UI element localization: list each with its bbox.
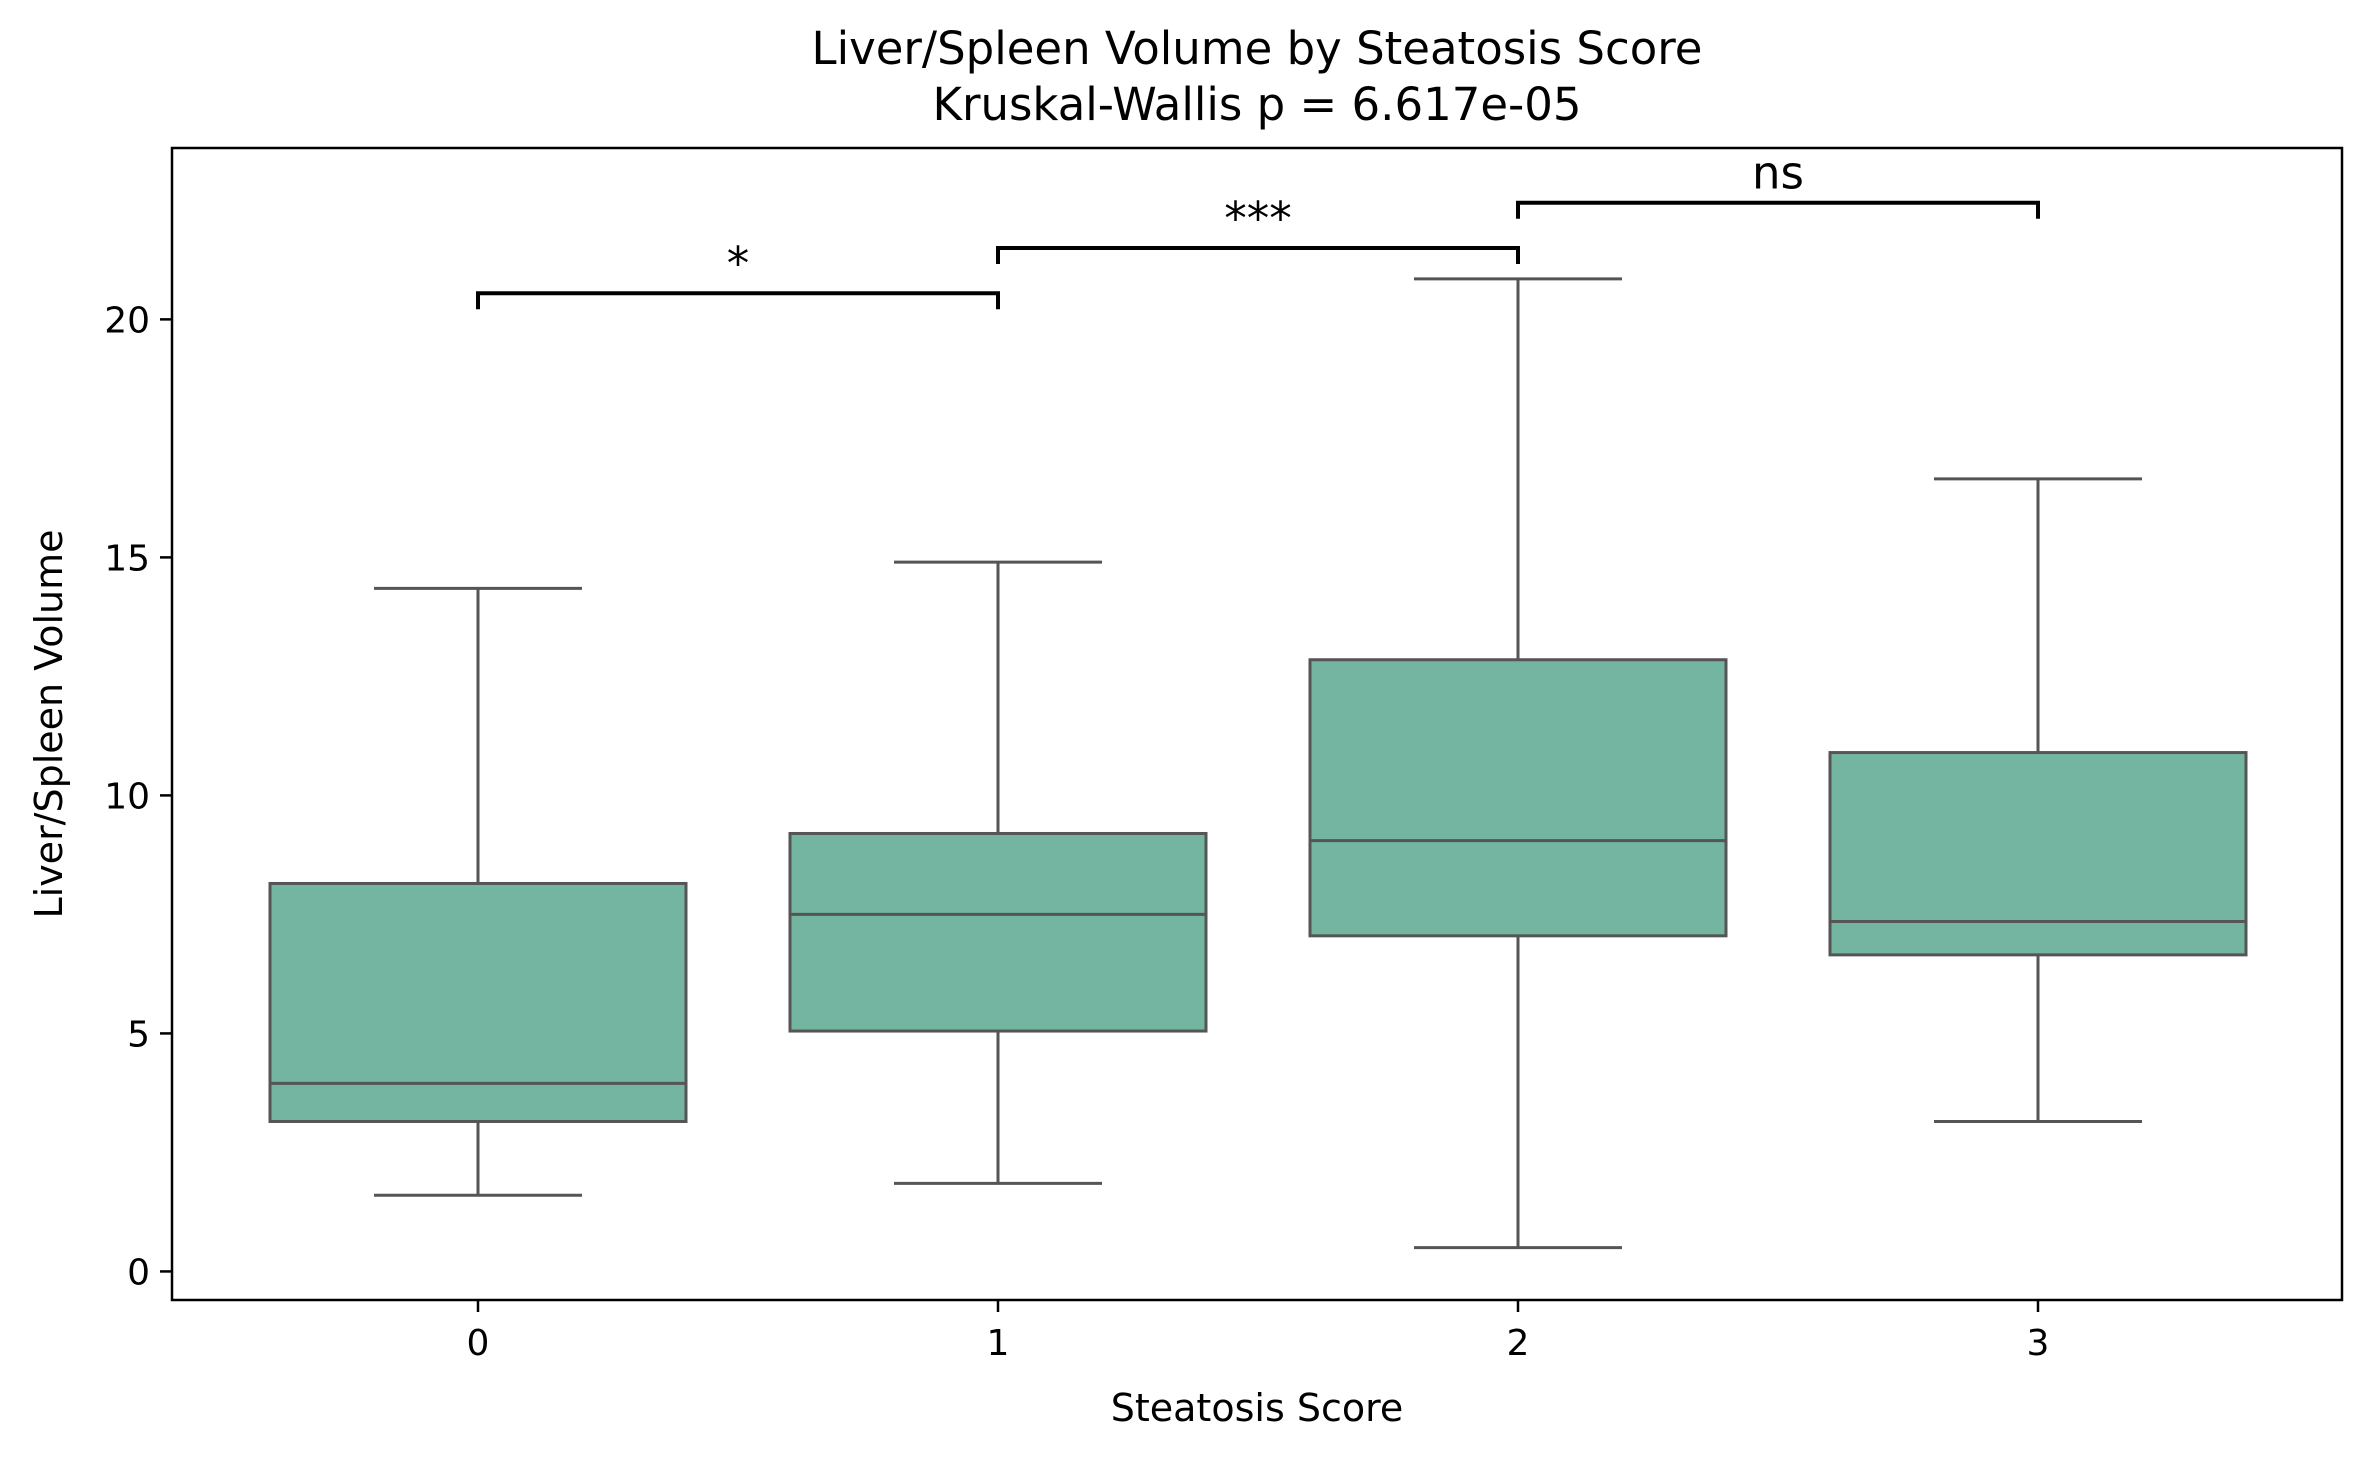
- significance-label: ***: [1224, 192, 1292, 245]
- significance-bracket: [996, 245, 1520, 264]
- box-0: [268, 881, 688, 1123]
- x-tick-label: 0: [467, 1323, 490, 1364]
- x-axis-label: Steatosis Score: [1111, 1386, 1404, 1430]
- y-tick-label: 10: [104, 776, 150, 817]
- significance-bracket: [1516, 200, 2040, 219]
- box-2: [1308, 658, 1728, 938]
- y-tick-label: 15: [104, 538, 150, 579]
- box-3: [1828, 751, 2248, 957]
- significance-bracket: [476, 291, 1000, 310]
- plot-frame: [170, 146, 2344, 1302]
- y-tick-label: 20: [104, 300, 150, 341]
- x-tick-label: 1: [987, 1323, 1010, 1364]
- x-tick-label: 3: [2027, 1323, 2050, 1364]
- x-tick-label: 2: [1507, 1323, 1530, 1364]
- y-tick-label: 5: [127, 1014, 150, 1055]
- box-1: [788, 831, 1208, 1033]
- chart-title: Liver/Spleen Volume by Steatosis Score: [812, 22, 1703, 75]
- chart-subtitle: Kruskal-Wallis p = 6.617e-05: [932, 78, 1581, 131]
- y-tick-label: 0: [127, 1252, 150, 1293]
- y-axis-label: Liver/Spleen Volume: [27, 529, 71, 918]
- significance-label: *: [727, 237, 750, 290]
- significance-label: ns: [1752, 147, 1804, 200]
